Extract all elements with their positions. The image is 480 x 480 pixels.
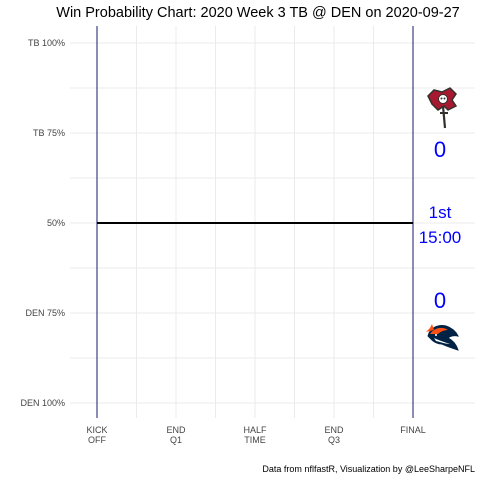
x-tick-label: FINAL: [400, 425, 426, 435]
home-score: 0: [434, 288, 446, 313]
y-tick-label: TB 100%: [28, 38, 65, 48]
y-tick-label: TB 75%: [33, 128, 65, 138]
y-tick-label: DEN 75%: [25, 308, 65, 318]
x-tick-label: END Q1: [166, 425, 186, 445]
series: [96, 26, 414, 418]
chart-caption: Data from nflfastR, Visualization by @Le…: [262, 464, 475, 474]
y-tick-label: 50%: [47, 218, 65, 228]
game-clock: 15:00: [419, 228, 462, 247]
chart-title: Win Probability Chart: 2020 Week 3 TB @ …: [56, 5, 459, 21]
broncos-logo-icon: [426, 324, 459, 351]
y-tick-label: DEN 100%: [20, 398, 65, 408]
away-score: 0: [434, 137, 446, 162]
x-tick-label: END Q3: [324, 425, 344, 445]
x-tick-label: KICK OFF: [86, 425, 107, 445]
y-axis-ticks: TB 100% TB 75% 50% DEN 75% DEN 100%: [20, 38, 65, 408]
game-quarter: 1st: [429, 203, 452, 222]
x-axis-ticks: KICK OFF END Q1 HALF TIME END Q3 FINAL: [86, 425, 425, 445]
x-tick-label: HALF TIME: [243, 425, 267, 445]
buccaneers-logo-icon: [427, 87, 458, 129]
